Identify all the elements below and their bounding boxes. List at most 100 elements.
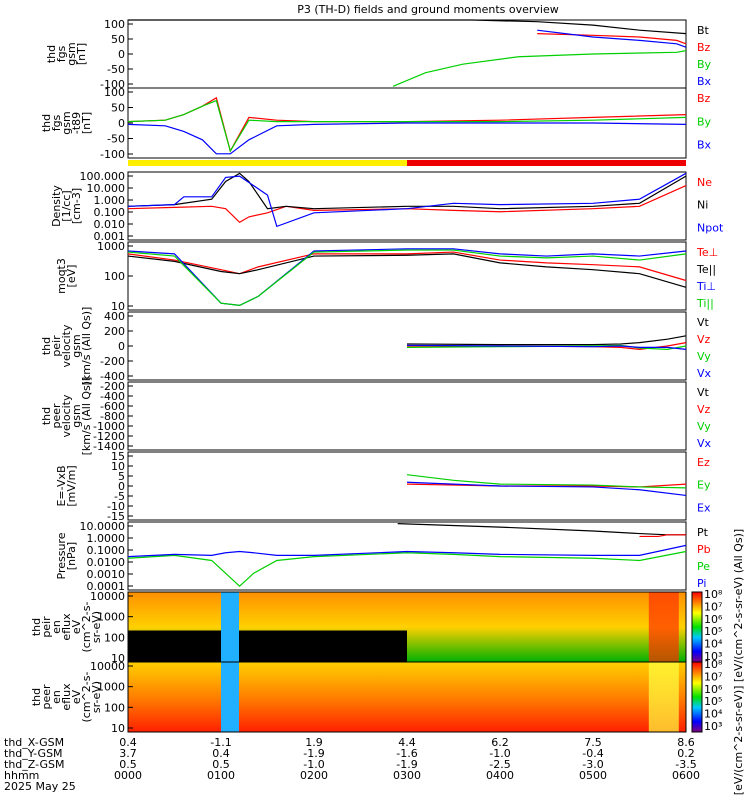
ytick-label: -800 xyxy=(100,410,125,423)
ylabel-line: peer xyxy=(40,684,53,710)
spectrogram xyxy=(128,662,686,732)
ytick-label: 50 xyxy=(111,33,125,46)
ytick-label: 0.0010 xyxy=(87,568,126,581)
ylabel-line: thd xyxy=(30,618,43,636)
ylabel-line: (cm^2-s- xyxy=(80,602,93,653)
ytick-label: 0 xyxy=(118,48,125,61)
xaxis-row-label: thd_Z-GSM xyxy=(4,758,64,771)
ytick-label: -200 xyxy=(100,380,125,393)
ytick-label: -1200 xyxy=(93,430,125,443)
xaxis-row-label: hhmm xyxy=(4,769,39,782)
ylabel-line: peir xyxy=(50,335,63,357)
ytick-label: 100 xyxy=(104,86,125,99)
ylabel-line: gsm xyxy=(70,404,83,427)
series-line-Bx xyxy=(537,29,687,48)
ylabel-line: sr-eV) xyxy=(90,681,103,713)
xaxis-value: -3.0 xyxy=(582,758,603,771)
ylabel-line: thd xyxy=(40,407,53,425)
colorbar-label: 10⁶ xyxy=(704,613,723,626)
ytick-label: 50 xyxy=(111,102,125,115)
colorbar-label: 10⁵ xyxy=(704,695,722,708)
ylabel-line: gsm xyxy=(70,334,83,357)
ytick-label: 0 xyxy=(118,480,125,493)
ylabel-line: peir xyxy=(40,616,53,638)
ytick-label: -5 xyxy=(114,490,125,503)
ylabel-line: [eV] xyxy=(65,265,78,288)
legend-Pb: Pb xyxy=(697,543,711,556)
legend-Vx: Vx xyxy=(697,437,712,450)
ylabel-line: [nT] xyxy=(75,43,88,65)
series-line-By xyxy=(392,50,687,87)
xaxis-date: 2025 May 25 xyxy=(4,780,76,793)
colorbar-label: 10⁷ xyxy=(704,600,722,613)
panel-3: Density[1/cc][cm-3] 100.00010.0001.0000.1… xyxy=(50,170,724,243)
legend-Pi: Pi xyxy=(697,577,706,590)
ytick-label: -400 xyxy=(100,370,125,383)
legend-Bt: Bt xyxy=(697,24,710,37)
xaxis-value: 7.5 xyxy=(584,736,602,749)
series-line-By xyxy=(127,99,687,153)
ytick-label: 10.000 xyxy=(87,182,126,195)
ytick-label: 0 xyxy=(118,117,125,130)
ytick-label: -15 xyxy=(107,510,125,523)
colorbar-label: 10⁴ xyxy=(704,638,723,651)
ytick-label: 1.000 xyxy=(94,194,126,207)
xaxis-value: 0.2 xyxy=(677,747,695,760)
ytick-label: 100 xyxy=(104,18,125,31)
panel-frame xyxy=(127,521,687,591)
legend-Pt: Pt xyxy=(697,526,709,539)
xaxis-value: -1.9 xyxy=(303,747,324,760)
colorbar-label: 10⁴ xyxy=(704,708,723,721)
xaxis-value: 0100 xyxy=(207,769,235,782)
ytick-label: 0 xyxy=(118,340,125,353)
xaxis-value: 0.4 xyxy=(212,747,230,760)
panel-frame xyxy=(127,661,687,733)
colorbar-label: 10⁵ xyxy=(704,625,722,638)
xaxis-row-label: thd_Y-GSM xyxy=(4,747,63,760)
series-line-Bt xyxy=(128,19,687,35)
ytick-label: 200 xyxy=(104,325,125,338)
xaxis-value: -2.5 xyxy=(489,758,510,771)
series-line-Vt xyxy=(406,335,687,346)
xaxis-value: 4.4 xyxy=(398,736,416,749)
ytick-label: 1000 xyxy=(97,240,125,253)
ylabel-line: [km/s (All Qs)] xyxy=(80,307,93,386)
legend-By: By xyxy=(697,58,712,71)
ytick-label: -50 xyxy=(107,63,125,76)
series-line-Pi xyxy=(127,544,687,558)
ylabel-line: sr-eV) xyxy=(90,611,103,643)
series-line-Npot xyxy=(127,172,687,228)
xaxis-value: 0500 xyxy=(579,769,607,782)
ytick-label: -1000 xyxy=(93,420,125,433)
panel-8: Pressure[nPa]10.00001.00000.10000.01000.… xyxy=(55,520,711,593)
series-line-Ey xyxy=(406,474,687,489)
xaxis-value: 0.5 xyxy=(119,758,137,771)
ytick-label: 0.010 xyxy=(94,218,126,231)
spectrogram-band xyxy=(648,662,679,732)
ylabel-line: [nPa] xyxy=(65,542,78,570)
ylabel-line: eV xyxy=(70,689,83,704)
ylabel-line: (cm^2-s- xyxy=(80,672,93,723)
ylabel-line: [1/cc] xyxy=(60,190,73,221)
ylabel-line: [cm-3] xyxy=(70,188,83,224)
xaxis-value: 3.7 xyxy=(119,747,137,760)
legend-Bz: Bz xyxy=(697,92,711,105)
xaxis-value: -3.5 xyxy=(675,758,696,771)
ytick-label: 1000 xyxy=(97,681,125,694)
ytick-label: 1.0000 xyxy=(87,532,126,545)
colorbar-label: 10³ xyxy=(704,720,722,733)
legend-Vx: Vx xyxy=(697,367,712,380)
series-line-Vy xyxy=(406,344,687,351)
xaxis-value: -1.9 xyxy=(396,758,417,771)
status-bar-red xyxy=(407,160,686,166)
ylabel-line: thd xyxy=(40,114,53,132)
series-line-Bx xyxy=(127,122,687,155)
series-line-Pe xyxy=(127,550,687,587)
xaxis-value: 0000 xyxy=(114,769,142,782)
ytick-label: -100 xyxy=(100,78,125,91)
legend-Ni: Ni xyxy=(697,199,708,212)
ytick-label: 0.0100 xyxy=(87,556,126,569)
